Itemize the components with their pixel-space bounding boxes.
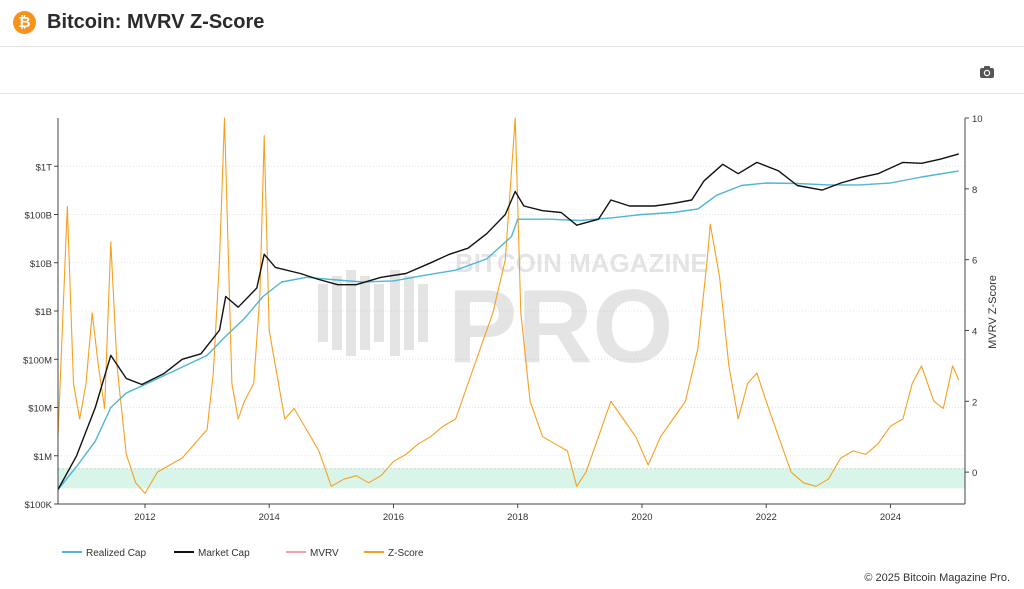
watermark-line1: BITCOIN MAGAZINE bbox=[455, 248, 708, 278]
right-tick-label: 6 bbox=[972, 256, 977, 267]
chart-header: ₿ Bitcoin: MVRV Z-Score bbox=[0, 0, 1024, 47]
left-tick-label: $1T bbox=[36, 162, 53, 173]
x-tick-label: 2020 bbox=[631, 512, 652, 523]
camera-icon[interactable] bbox=[973, 61, 1001, 83]
left-tick-label: $100K bbox=[25, 500, 53, 511]
market-cap-line bbox=[57, 153, 959, 490]
legend-label-z-score: Z-Score bbox=[388, 548, 424, 559]
left-tick-label: $1M bbox=[34, 452, 53, 463]
series-layer bbox=[57, 117, 960, 494]
left-tick-label: $1B bbox=[35, 307, 52, 318]
right-tick-label: 2 bbox=[972, 397, 977, 408]
left-tick-label: $10B bbox=[30, 259, 52, 270]
left-tick-label: $10M bbox=[28, 404, 52, 415]
realized-cap-line bbox=[57, 170, 959, 490]
legend-label-mvrv: MVRV bbox=[310, 548, 339, 559]
x-tick-label: 2024 bbox=[880, 512, 901, 523]
left-tick-label: $100B bbox=[25, 211, 52, 222]
right-axis: 0 2 4 6 8 10 bbox=[965, 114, 983, 479]
band-layer bbox=[58, 468, 965, 489]
copyright-footer: © 2025 Bitcoin Magazine Pro. bbox=[864, 572, 1010, 584]
x-tick-label: 2022 bbox=[756, 512, 777, 523]
x-tick-label: 2012 bbox=[134, 512, 155, 523]
page-title: Bitcoin: MVRV Z-Score bbox=[47, 11, 265, 33]
x-tick-label: 2014 bbox=[259, 512, 280, 523]
watermark: BITCOIN MAGAZINE PRO bbox=[318, 248, 708, 385]
legend-label-realized-cap: Realized Cap bbox=[86, 548, 146, 559]
watermark-line2: PRO bbox=[448, 269, 673, 385]
x-tick-label: 2018 bbox=[507, 512, 528, 523]
legend-label-market-cap: Market Cap bbox=[198, 548, 250, 559]
x-tick-label: 2016 bbox=[383, 512, 404, 523]
chart-legend: Realized Cap Market Cap MVRV Z-Score bbox=[62, 548, 424, 559]
right-tick-label: 8 bbox=[972, 185, 977, 196]
x-axis: 2012 2014 2016 2018 2020 2022 2024 bbox=[134, 504, 901, 523]
right-tick-label: 0 bbox=[972, 468, 977, 479]
right-axis-label: MVRV Z-Score bbox=[987, 275, 999, 349]
left-tick-label: $100M bbox=[23, 355, 52, 366]
band-1 bbox=[58, 468, 965, 489]
bitcoin-icon: ₿ bbox=[13, 11, 36, 34]
chart-toolbar bbox=[0, 47, 1024, 94]
right-tick-label: 4 bbox=[972, 326, 977, 337]
mvrv-z-score-chart: BITCOIN MAGAZINE PRO $100K$1M$10M$100M$1… bbox=[23, 114, 999, 559]
left-axis: $100K $1M $10M $100M $1B $10B $100B $1T bbox=[23, 162, 58, 511]
z-score-line bbox=[57, 117, 960, 494]
watermark-logo-icon bbox=[318, 270, 428, 356]
right-tick-label: 10 bbox=[972, 114, 983, 125]
